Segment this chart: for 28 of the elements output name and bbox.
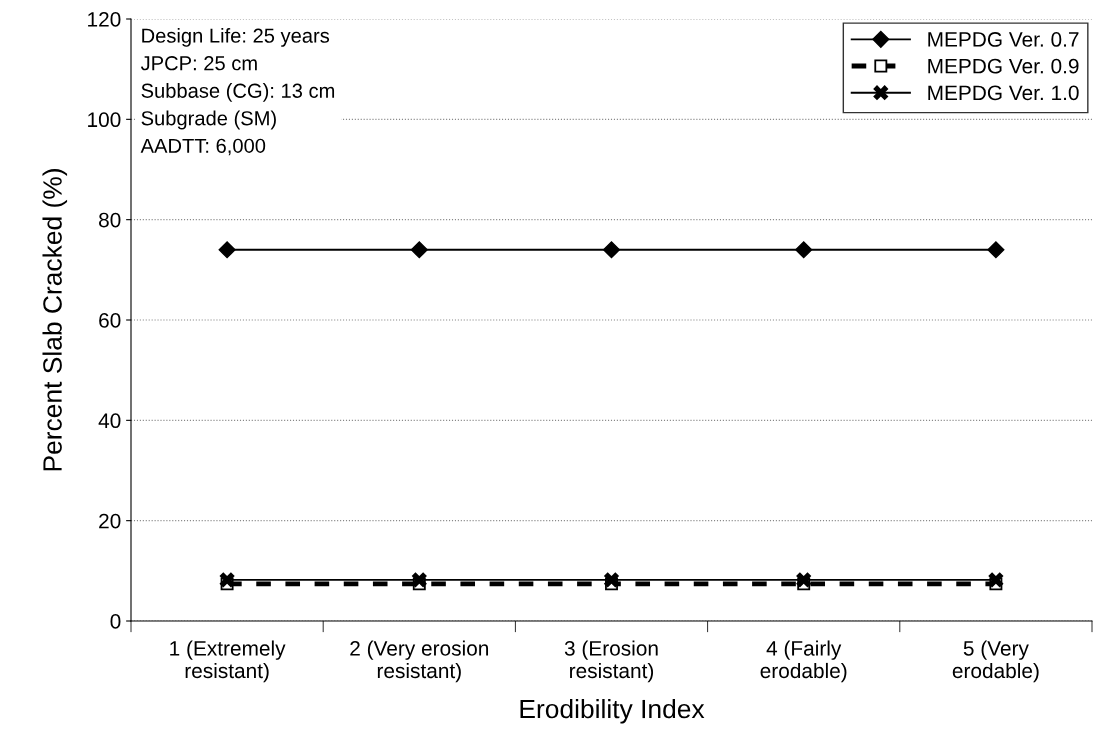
y-tick-label: 120 [88, 12, 121, 27]
point [796, 572, 812, 588]
y-tick-label: 0 [110, 614, 121, 629]
x-tick-label: 4 (Fairly erodable) [760, 640, 847, 683]
legend-label: MEPDG Ver. 0.9 [928, 58, 1079, 74]
y-tick-label: 80 [99, 212, 121, 228]
x-tick-label: 3 (Erosion resistant) [564, 640, 658, 683]
point [988, 572, 1004, 588]
x-tick-label: 1 (Extremely resistant) [170, 640, 286, 683]
point [218, 241, 236, 259]
point [219, 572, 235, 588]
x-tick-label: 2 (Very erosion resistant) [350, 640, 489, 683]
y-tick-label: 40 [98, 413, 121, 429]
point [410, 241, 428, 259]
point [602, 241, 621, 259]
annotation: Design Life: 25 years JPCP: 25 cm Subbase (CG): 13 cm Subgrade (SM) AADTT: 6,000 [140, 28, 335, 156]
point [603, 572, 620, 588]
point [987, 241, 1005, 259]
legend-label: MEPDG Ver. 0.7 [928, 32, 1079, 47]
legend-label: MEPDG Ver. 1.0 [928, 85, 1079, 101]
y-tick-label: 60 [99, 313, 121, 328]
y-tick-label: 100 [88, 112, 121, 128]
x-tick-label: 5 (Very erodable) [952, 640, 1039, 683]
x-axis-title: Erodibility Index [520, 698, 705, 724]
y-axis-title: Percent Slab Cracked (%) [42, 169, 68, 471]
y-tick-label: 20 [99, 513, 121, 529]
point [411, 572, 427, 588]
point [795, 241, 813, 259]
